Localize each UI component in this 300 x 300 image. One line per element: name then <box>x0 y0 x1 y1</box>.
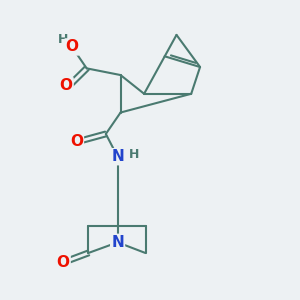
Text: O: O <box>70 134 83 149</box>
Text: O: O <box>60 78 73 93</box>
Text: H: H <box>58 33 68 46</box>
Text: O: O <box>65 39 79 54</box>
Text: H: H <box>129 148 139 161</box>
Text: O: O <box>57 255 70 270</box>
Text: N: N <box>111 235 124 250</box>
Text: N: N <box>111 149 124 164</box>
